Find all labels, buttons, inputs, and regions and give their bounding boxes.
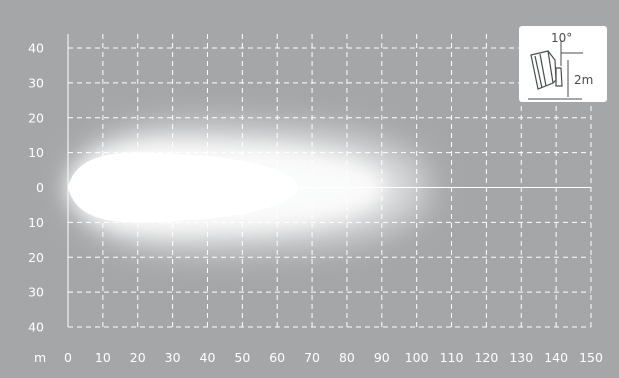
height-indicator	[528, 40, 583, 100]
y-tick-label: 20	[28, 110, 44, 125]
x-tick-label: 80	[339, 350, 355, 365]
y-tick-label: 30	[28, 285, 44, 300]
y-tick-label: 10	[28, 215, 44, 230]
x-tick-label: 40	[200, 350, 216, 365]
y-axis-ticks: 40 30 20 10 0 10 20 30 40	[28, 41, 44, 335]
x-tick-label: 100	[405, 350, 429, 365]
x-axis-unit-label: m	[34, 350, 46, 365]
y-tick-label: 40	[28, 320, 44, 335]
x-tick-label: 70	[304, 350, 320, 365]
y-tick-label: 0	[36, 180, 44, 195]
beam-pattern	[68, 122, 429, 253]
x-axis-ticks: 0 10 20 30 40 50 60 70 80 90 100 110 120 130 140 150	[64, 350, 603, 365]
x-tick-label: 140	[544, 350, 568, 365]
inset-tilt-label: 10°	[551, 31, 572, 45]
y-tick-label: 20	[28, 250, 44, 265]
mounting-inset: 10° 2m	[519, 26, 607, 102]
y-tick-label: 40	[28, 41, 44, 56]
x-tick-label: 60	[269, 350, 285, 365]
lamp-icon	[530, 50, 563, 90]
x-tick-label: 30	[165, 350, 181, 365]
x-tick-label: 90	[374, 350, 390, 365]
y-tick-label: 10	[28, 145, 44, 160]
x-tick-label: 10	[95, 350, 111, 365]
x-tick-label: 50	[234, 350, 250, 365]
x-tick-label: 150	[579, 350, 603, 365]
x-tick-label: 130	[509, 350, 533, 365]
x-tick-label: 20	[130, 350, 146, 365]
inset-height-label: 2m	[574, 73, 593, 87]
y-tick-label: 30	[28, 75, 44, 90]
x-tick-label: 120	[474, 350, 498, 365]
beam-hotspot	[68, 152, 298, 223]
x-tick-label: 110	[440, 350, 464, 365]
x-tick-label: 0	[64, 350, 72, 365]
